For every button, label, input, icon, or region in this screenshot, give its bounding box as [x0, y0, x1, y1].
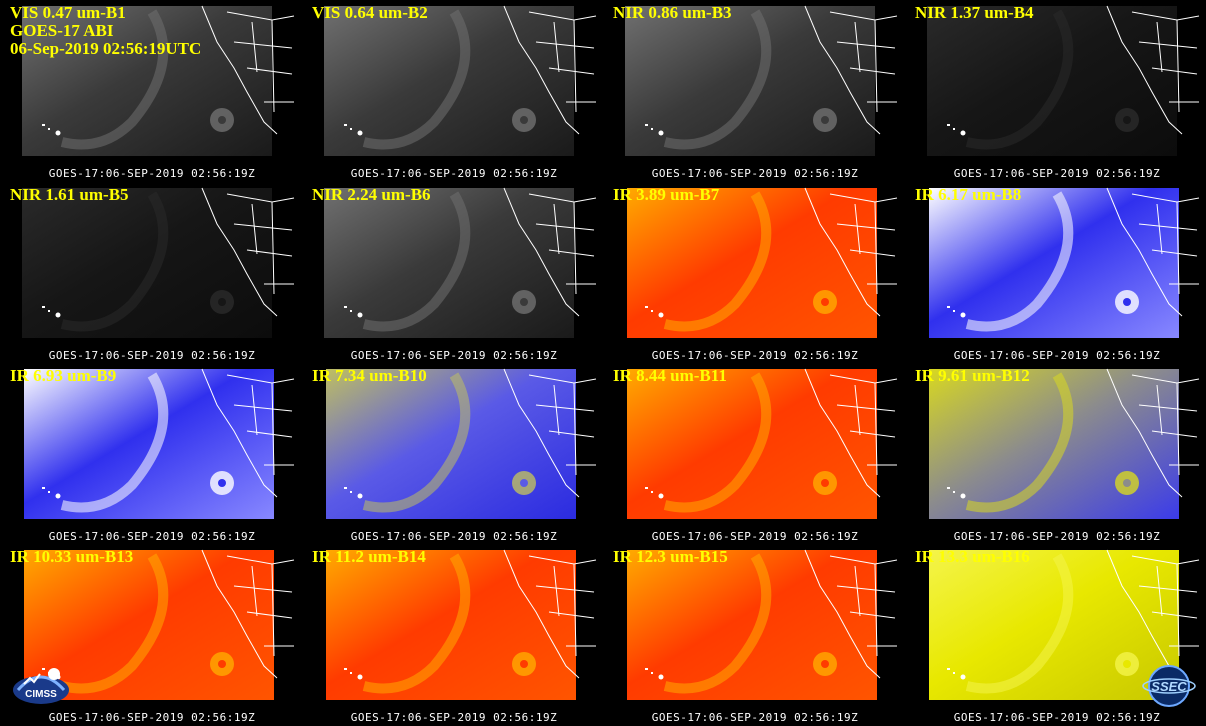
- satellite-image: [927, 5, 1200, 156]
- satellite-image: [625, 5, 898, 156]
- satellite-image: [627, 549, 898, 700]
- satellite-image: [326, 549, 597, 700]
- band-label: IR 7.34 um-B10: [312, 366, 427, 385]
- image-timestamp: GOES-17:06-SEP-2019 02:56:19Z: [350, 530, 558, 543]
- band-label: NIR 0.86 um-B3: [613, 3, 732, 22]
- ssec-logo: SSEC: [1140, 660, 1198, 710]
- satellite-image: [627, 368, 898, 519]
- image-timestamp: GOES-17:06-SEP-2019 02:56:19Z: [350, 349, 558, 362]
- image-timestamp: GOES-17:06-SEP-2019 02:56:19Z: [48, 167, 256, 180]
- band-panel: IR 11.2 um-B14 GOES-17:06-SEP-2019 02:56:…: [304, 546, 604, 726]
- satellite-image: [24, 549, 295, 700]
- band-label: VIS 0.64 um-B2: [312, 3, 428, 22]
- band-label: IR 6.93 um-B9: [10, 366, 117, 385]
- cimss-logo-text: CIMSS: [25, 689, 57, 700]
- image-timestamp: GOES-17:06-SEP-2019 02:56:19Z: [651, 167, 859, 180]
- image-timestamp: GOES-17:06-SEP-2019 02:56:19Z: [953, 711, 1161, 724]
- band-panel: NIR 0.86 um-B3 GOES-17:06-SEP-2019 02:56:…: [605, 2, 905, 182]
- cimss-logo: CIMSS: [10, 660, 72, 708]
- band-label: IR 10.33 um-B13: [10, 547, 134, 566]
- satellite-image: [324, 187, 597, 338]
- satellite-image: [929, 549, 1200, 700]
- band-label: IR 3.89 um-B7: [613, 185, 720, 204]
- satellite-image: [22, 5, 295, 156]
- image-timestamp: GOES-17:06-SEP-2019 02:56:19Z: [953, 167, 1161, 180]
- band-label: NIR 1.37 um-B4: [915, 3, 1034, 22]
- band-label: VIS 0.47 um-B1: [10, 3, 126, 22]
- band-panel: IR 12.3 um-B15 GOES-17:06-SEP-2019 02:56:…: [605, 546, 905, 726]
- image-timestamp: GOES-17:06-SEP-2019 02:56:19Z: [953, 349, 1161, 362]
- band-panel: NIR 1.61 um-B5 GOES-17:06-SEP-2019 02:56:…: [2, 184, 302, 364]
- satellite-image: [24, 368, 295, 519]
- image-timestamp: GOES-17:06-SEP-2019 02:56:19Z: [48, 711, 256, 724]
- band-panel: IR 7.34 um-B10 GOES-17:06-SEP-2019 02:56:…: [304, 365, 604, 545]
- band-panel: VIS 0.47 um-B1 GOES-17 ABI 06-Sep-2019 02:…: [2, 2, 302, 182]
- band-panel: IR 10.33 um-B13 GOES-17:06-SEP-2019 02:56…: [2, 546, 302, 726]
- image-timestamp: GOES-17:06-SEP-2019 02:56:19Z: [651, 530, 859, 543]
- band-label: IR 13.3 um-B16: [915, 547, 1030, 566]
- ssec-logo-text: SSEC: [1151, 679, 1187, 694]
- image-timestamp: GOES-17:06-SEP-2019 02:56:19Z: [651, 349, 859, 362]
- band-panel: IR 6.17 um-B8 GOES-17:06-SEP-2019 02:56:1…: [907, 184, 1206, 364]
- satellite-image: [929, 368, 1200, 519]
- band-label: NIR 2.24 um-B6: [312, 185, 431, 204]
- band-panel: IR 3.89 um-B7 GOES-17:06-SEP-2019 02:56:1…: [605, 184, 905, 364]
- band-panel: VIS 0.64 um-B2 GOES-17:06-SEP-2019 02:56:…: [304, 2, 604, 182]
- band-panel: IR 9.61 um-B12 GOES-17:06-SEP-2019 02:56:…: [907, 365, 1206, 545]
- satellite-image: [627, 187, 898, 338]
- satellite-image: [324, 5, 597, 156]
- image-timestamp: GOES-17:06-SEP-2019 02:56:19Z: [48, 349, 256, 362]
- band-label: IR 9.61 um-B12: [915, 366, 1030, 385]
- satellite-image: [22, 187, 295, 338]
- image-timestamp: GOES-17:06-SEP-2019 02:56:19Z: [953, 530, 1161, 543]
- band-panel: NIR 1.37 um-B4 GOES-17:06-SEP-2019 02:56:…: [907, 2, 1206, 182]
- band-label: IR 12.3 um-B15: [613, 547, 728, 566]
- band-label: NIR 1.61 um-B5: [10, 185, 129, 204]
- image-timestamp: GOES-17:06-SEP-2019 02:56:19Z: [350, 711, 558, 724]
- observation-datetime: 06-Sep-2019 02:56:19UTC: [10, 39, 202, 58]
- band-panel: NIR 2.24 um-B6 GOES-17:06-SEP-2019 02:56:…: [304, 184, 604, 364]
- band-panel: IR 6.93 um-B9 GOES-17:06-SEP-2019 02:56:1…: [2, 365, 302, 545]
- satellite-image: [326, 368, 597, 519]
- satellite-image: [929, 187, 1200, 338]
- band-label: IR 6.17 um-B8: [915, 185, 1022, 204]
- band-label: IR 8.44 um-B11: [613, 366, 727, 385]
- image-timestamp: GOES-17:06-SEP-2019 02:56:19Z: [48, 530, 256, 543]
- satellite-name: GOES-17 ABI: [10, 21, 114, 40]
- image-timestamp: GOES-17:06-SEP-2019 02:56:19Z: [651, 711, 859, 724]
- band-panel: IR 8.44 um-B11 GOES-17:06-SEP-2019 02:56:…: [605, 365, 905, 545]
- image-timestamp: GOES-17:06-SEP-2019 02:56:19Z: [350, 167, 558, 180]
- band-label: IR 11.2 um-B14: [312, 547, 426, 566]
